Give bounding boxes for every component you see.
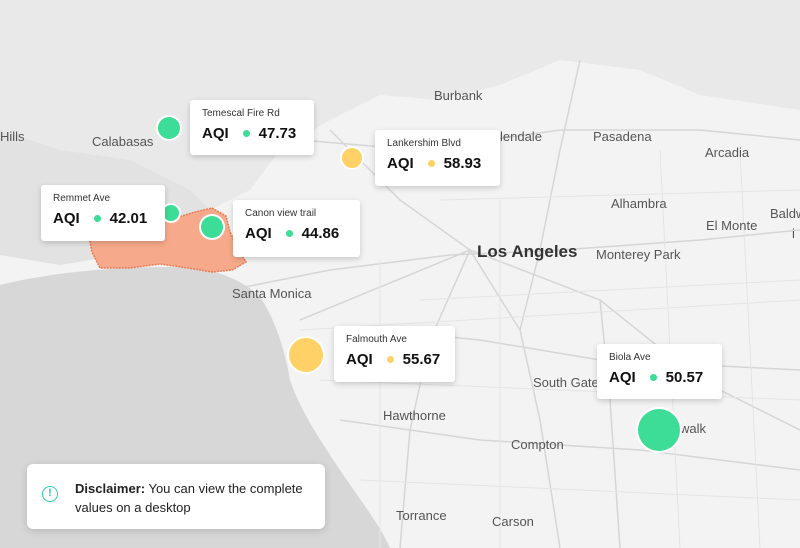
place-label: El Monte (706, 218, 758, 233)
sensor-card-title: Temescal Fire Rd (202, 108, 280, 119)
disclaimer-text: You can view the complete values on a de… (75, 481, 303, 515)
aqi-value: 55.67 (402, 351, 441, 368)
status-dot (386, 356, 394, 363)
sensor-card-title: Falmouth Ave (346, 334, 407, 345)
place-label: i (792, 226, 795, 241)
sensor-card-title: Canon view trail (245, 208, 317, 219)
sensor-marker-falmouth[interactable] (289, 338, 323, 372)
disclaimer-box: ! Disclaimer: You can view the complete … (27, 464, 325, 529)
sensor-card-temescal[interactable]: Temescal Fire Rd AQI 47.73 (190, 100, 314, 155)
road-network (229, 59, 800, 548)
info-icon: ! (42, 486, 58, 502)
aqi-value: 44.86 (301, 225, 340, 242)
place-label: Monterey Park (596, 247, 681, 262)
sensor-card-lankershim[interactable]: Lankershim Blvd AQI 58.93 (375, 130, 500, 186)
place-label: Hills (0, 129, 25, 144)
aqi-value: 50.57 (665, 369, 704, 386)
minor-roads (299, 149, 800, 548)
sensor-card-canon-view[interactable]: Canon view trail AQI 44.86 (233, 200, 360, 257)
aqi-label: AQI (387, 155, 414, 172)
place-label: Pasadena (593, 129, 652, 144)
sensor-marker-temescal[interactable] (158, 117, 180, 139)
status-dot (93, 215, 101, 222)
aqi-label: AQI (346, 351, 373, 368)
aqi-label: AQI (202, 125, 229, 142)
sensor-card-remmet[interactable]: Remmet Ave AQI 42.01 (41, 185, 165, 241)
sensor-card-title: Biola Ave (609, 352, 651, 363)
sensor-card-title: Lankershim Blvd (387, 138, 461, 149)
sensor-card-biola[interactable]: Biola Ave AQI 50.57 (597, 344, 722, 399)
status-dot (649, 374, 657, 381)
place-label-los-angeles: Los Angeles (477, 242, 578, 261)
place-label: walk (680, 421, 707, 436)
place-label: Carson (492, 514, 534, 529)
sensor-marker-remmet[interactable] (163, 205, 179, 221)
place-label: Arcadia (705, 145, 750, 160)
place-label: Santa Monica (232, 286, 312, 301)
status-dot (285, 230, 293, 237)
disclaimer-heading: Disclaimer: (75, 481, 146, 496)
sensor-marker-canon-view[interactable] (201, 216, 223, 238)
mountain-terrain (0, 0, 800, 250)
place-label: Alhambra (611, 196, 667, 211)
place-label: Torrance (396, 508, 447, 523)
status-dot (427, 160, 435, 167)
aqi-value: 42.01 (109, 210, 148, 227)
place-label: Calabasas (92, 134, 154, 149)
sensor-card-title: Remmet Ave (53, 193, 111, 204)
aqi-label: AQI (245, 225, 272, 242)
place-label: South Gate (533, 375, 599, 390)
place-label: Baldw (770, 206, 800, 221)
place-label: Compton (511, 437, 564, 452)
sensor-card-falmouth[interactable]: Falmouth Ave AQI 55.67 (334, 326, 455, 382)
aqi-label: AQI (53, 210, 80, 227)
place-label: lendale (500, 129, 542, 144)
aqi-value: 47.73 (258, 125, 297, 142)
place-label: Hawthorne (383, 408, 446, 423)
aqi-label: AQI (609, 369, 636, 386)
place-label: Burbank (434, 88, 483, 103)
sensor-marker-biola[interactable] (638, 409, 680, 451)
sensor-marker-lankershim[interactable] (342, 148, 362, 168)
status-dot (242, 130, 250, 137)
aqi-value: 58.93 (443, 155, 482, 172)
